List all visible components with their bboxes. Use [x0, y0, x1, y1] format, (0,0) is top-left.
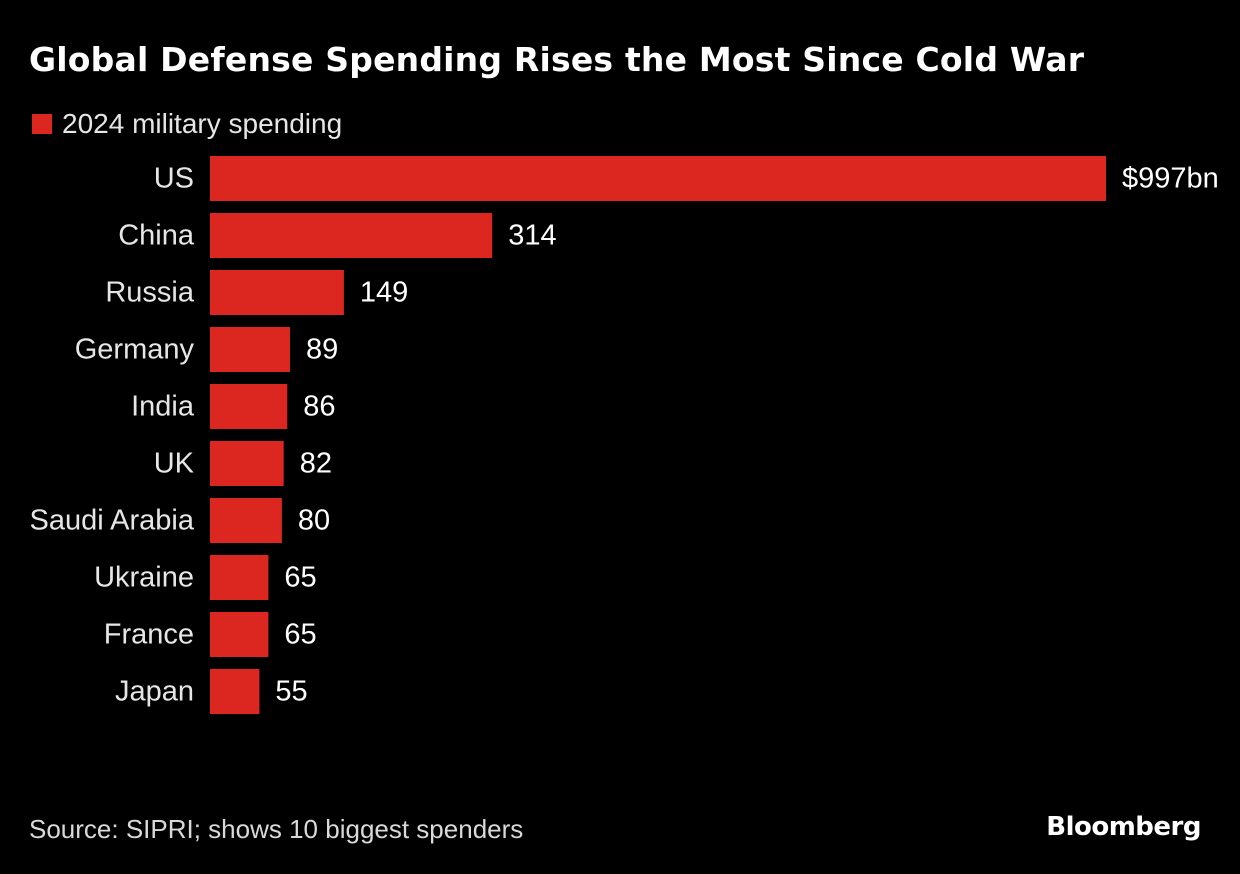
category-label: Saudi Arabia	[30, 505, 195, 537]
bar-ukraine	[210, 555, 269, 600]
value-label: 86	[303, 391, 335, 423]
category-label: Russia	[105, 277, 195, 309]
category-label: Ukraine	[94, 562, 194, 594]
source-note: Source: SIPRI; shows 10 biggest spenders	[29, 814, 524, 844]
category-label: France	[104, 619, 194, 651]
bar-germany	[210, 327, 290, 372]
chart-title: Global Defense Spending Rises the Most S…	[29, 40, 1085, 79]
category-label: China	[118, 220, 195, 252]
category-label: UK	[154, 448, 195, 480]
value-label: 89	[306, 334, 338, 366]
bar-japan	[210, 669, 260, 714]
category-label: US	[154, 163, 194, 195]
legend: 2024 military spending	[32, 108, 342, 140]
value-label: 55	[275, 676, 307, 708]
value-label: 65	[284, 619, 316, 651]
legend-swatch	[32, 114, 52, 134]
value-label: 82	[300, 448, 332, 480]
value-label: 314	[508, 220, 556, 252]
value-label: $997bn	[1122, 163, 1219, 195]
bar-uk	[210, 441, 284, 486]
value-label: 149	[360, 277, 408, 309]
value-label: 80	[298, 505, 330, 537]
legend-label: 2024 military spending	[62, 108, 343, 139]
category-label: Japan	[115, 676, 194, 708]
category-label: India	[131, 391, 195, 423]
category-label: Germany	[75, 334, 195, 366]
bar-us	[210, 156, 1106, 201]
bar-india	[210, 384, 288, 429]
bar-saudi-arabia	[210, 498, 282, 543]
bar-china	[210, 213, 493, 258]
bloomberg-logo: Bloomberg	[1046, 812, 1201, 842]
bar-russia	[210, 270, 344, 315]
value-label: 65	[284, 562, 316, 594]
bar-france	[210, 612, 269, 657]
